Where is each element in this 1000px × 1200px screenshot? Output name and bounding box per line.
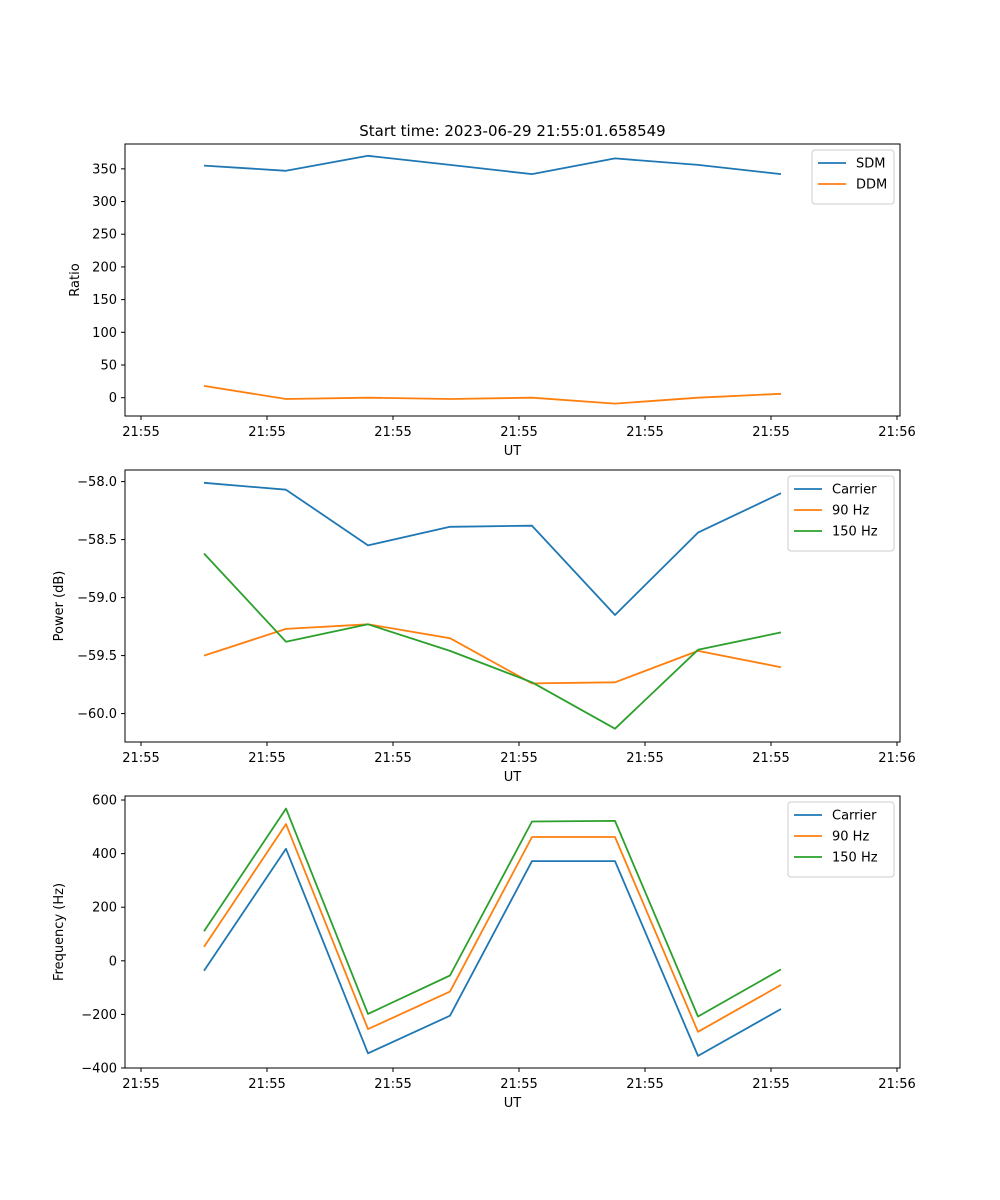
y-axis-label: Power (dB) [52, 571, 67, 642]
series-line-90-hz [203, 623, 782, 685]
y-axis-label: Ratio [68, 263, 83, 296]
y-tick-label: 200 [92, 260, 117, 275]
x-tick-label: 21:55 [248, 751, 285, 766]
legend-label: 90 Hz [832, 504, 869, 519]
x-axis-label: UT [504, 1096, 522, 1111]
y-tick-label: −59.0 [77, 591, 117, 606]
x-tick-label: 21:56 [878, 425, 915, 440]
x-tick-label: 21:55 [752, 425, 789, 440]
axes-frame [124, 795, 901, 1069]
series-line-150-hz [203, 552, 782, 730]
x-tick-label: 21:55 [752, 751, 789, 766]
axes-frame [124, 143, 901, 417]
x-tick-label: 21:55 [374, 1077, 411, 1092]
legend: Carrier 90 Hz 150 Hz [787, 475, 895, 552]
legend-label: 150 Hz [832, 851, 878, 866]
y-tick-label: 0 [109, 391, 117, 406]
series-line-carrier [203, 847, 782, 1057]
x-axis-label: UT [504, 444, 522, 459]
x-tick-label: 21:55 [626, 751, 663, 766]
legend-label: Carrier [832, 483, 877, 498]
x-tick-label: 21:56 [878, 751, 915, 766]
legend: Carrier 90 Hz 150 Hz [787, 801, 895, 878]
x-tick-label: 21:55 [500, 1077, 537, 1092]
legend-label: DDM [856, 178, 887, 193]
x-tick-label: 21:55 [374, 425, 411, 440]
x-tick-label: 21:55 [626, 425, 663, 440]
series-line-ddm [203, 385, 782, 405]
y-tick-label: 250 [92, 228, 117, 243]
x-tick-label: 21:55 [626, 1077, 663, 1092]
y-tick-label: 350 [92, 162, 117, 177]
y-tick-label: 50 [100, 359, 117, 374]
y-tick-label: −58.5 [77, 533, 117, 548]
y-tick-label: −59.5 [77, 649, 117, 664]
legend-box [787, 475, 895, 552]
series-line-sdm [203, 154, 782, 176]
y-tick-label: 200 [92, 901, 117, 916]
x-tick-label: 21:55 [752, 1077, 789, 1092]
y-tick-label: 600 [92, 794, 117, 809]
y-tick-label: 100 [92, 326, 117, 341]
x-tick-label: 21:55 [122, 425, 159, 440]
legend-label: 90 Hz [832, 830, 869, 845]
legend-label: 150 Hz [832, 525, 878, 540]
axes-frame [124, 469, 901, 743]
series-line-90-hz [203, 823, 782, 1033]
x-tick-label: 21:55 [248, 425, 285, 440]
chart-title: Start time: 2023-06-29 21:55:01.658549 [359, 122, 665, 140]
y-tick-label: 400 [92, 847, 117, 862]
x-tick-label: 21:55 [248, 1077, 285, 1092]
legend-label: Carrier [832, 809, 877, 824]
x-tick-label: 21:55 [500, 751, 537, 766]
x-tick-label: 21:56 [878, 1077, 915, 1092]
y-tick-label: 300 [92, 195, 117, 210]
legend: SDM DDM [811, 149, 895, 205]
x-tick-label: 21:55 [500, 425, 537, 440]
x-tick-label: 21:55 [122, 1077, 159, 1092]
x-tick-label: 21:55 [374, 751, 411, 766]
y-axis-label: Frequency (Hz) [52, 883, 67, 981]
y-tick-label: −58.0 [77, 475, 117, 490]
legend-box [787, 801, 895, 878]
y-tick-label: −60.0 [77, 707, 117, 722]
x-tick-label: 21:55 [122, 751, 159, 766]
y-tick-label: 150 [92, 293, 117, 308]
series-line-150-hz [203, 807, 782, 1018]
y-tick-label: −200 [81, 1008, 117, 1023]
subplot-2: 21:55 21:55 21:55 21:55 21:55 21:55 21:56 −60.0… [52, 469, 916, 785]
series-line-carrier [203, 481, 782, 616]
y-tick-label: −400 [81, 1062, 117, 1077]
y-tick-label: 0 [109, 954, 117, 969]
subplot-1: 21:55 21:55 21:55 21:55 21:55 21:55 21:56 0 50 10… [68, 122, 916, 459]
legend-label: SDM [856, 157, 885, 172]
x-axis-label: UT [504, 770, 522, 785]
subplot-3: 21:55 21:55 21:55 21:55 21:55 21:55 21:56 −400 −… [52, 794, 916, 1111]
